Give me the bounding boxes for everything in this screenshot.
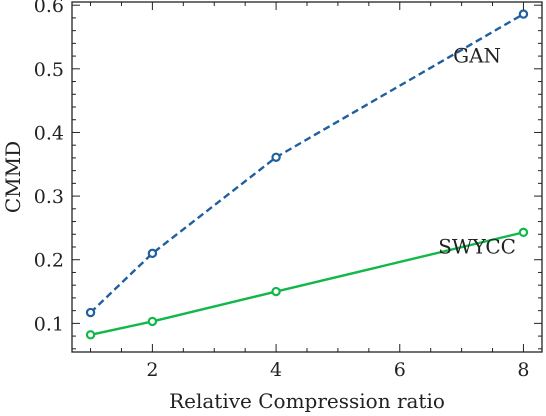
axis-ticks xyxy=(72,2,542,352)
y-tick-label: 0.5 xyxy=(34,59,64,81)
x-tick-label: 6 xyxy=(394,359,406,381)
series-annotation: GAN xyxy=(453,43,501,67)
series-line-swycc xyxy=(90,231,524,336)
tick-labels: 2 4 6 8 0.1 0.2 0.3 0.4 0.5 0.6 xyxy=(34,0,530,381)
data-point-gan xyxy=(147,248,158,259)
data-point-swycc xyxy=(85,330,96,340)
x-tick-label: 2 xyxy=(146,359,158,381)
x-tick-label: 8 xyxy=(517,359,529,381)
x-tick-label: 4 xyxy=(270,359,282,381)
y-tick-label: 0.2 xyxy=(34,250,64,272)
y-axis-label: CMMD xyxy=(1,141,25,213)
data-point-swycc xyxy=(147,316,158,327)
data-point-gan xyxy=(271,152,281,162)
y-tick-label: 0.6 xyxy=(34,0,64,17)
plot-area xyxy=(85,9,529,340)
y-tick-label: 0.4 xyxy=(34,122,64,144)
x-axis-label: Relative Compression ratio xyxy=(169,389,445,413)
y-tick-label: 0.1 xyxy=(34,313,64,335)
data-point-swycc xyxy=(271,286,281,297)
series-annotations: GAN SWYCC xyxy=(438,43,516,258)
data-point-gan xyxy=(518,9,529,19)
series-line-gan xyxy=(89,13,525,314)
data-point-gan xyxy=(85,307,96,318)
y-tick-label: 0.3 xyxy=(34,186,64,208)
series-annotation: SWYCC xyxy=(438,234,516,258)
data-point-swycc xyxy=(518,227,529,238)
